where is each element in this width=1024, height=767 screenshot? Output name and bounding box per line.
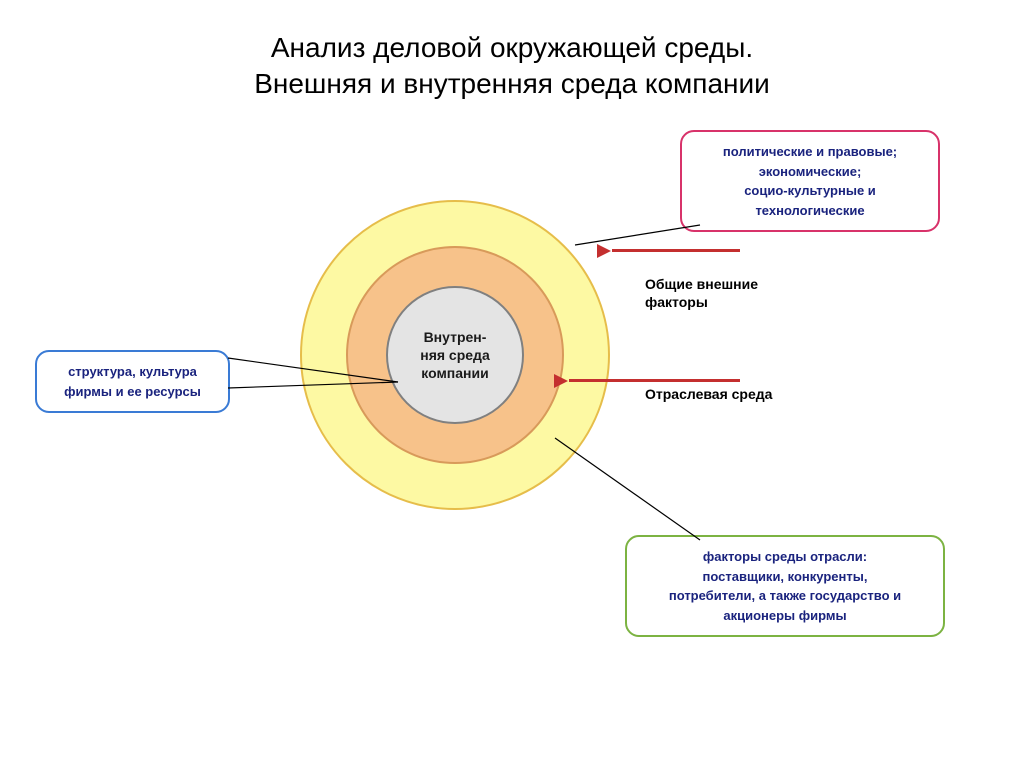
arrow-line [569, 379, 740, 382]
label-outer-ring: Общие внешниефакторы [645, 275, 805, 311]
callout-text: структура, культурафирмы и ее ресурсы [64, 364, 201, 399]
callout-industry-factors: факторы среды отрасли:поставщики, конкур… [625, 535, 945, 637]
concentric-diagram: Внутрен-няя средакомпании [300, 200, 610, 510]
arrow-line [612, 249, 740, 252]
ring-inner: Внутрен-няя средакомпании [386, 286, 524, 424]
label-middle-ring: Отраслевая среда [645, 385, 805, 403]
title-line-1: Анализ деловой окружающей среды. [0, 30, 1024, 66]
page-title: Анализ деловой окружающей среды. Внешняя… [0, 30, 1024, 103]
callout-internal-structure: структура, культурафирмы и ее ресурсы [35, 350, 230, 413]
callout-external-factors: политические и правовые;экономические;со… [680, 130, 940, 232]
callout-text: факторы среды отрасли:поставщики, конкур… [669, 549, 901, 623]
ring-inner-label: Внутрен-няя средакомпании [420, 328, 489, 383]
title-line-2: Внешняя и внутренняя среда компании [0, 66, 1024, 102]
callout-text: политические и правовые;экономические;со… [723, 144, 897, 218]
